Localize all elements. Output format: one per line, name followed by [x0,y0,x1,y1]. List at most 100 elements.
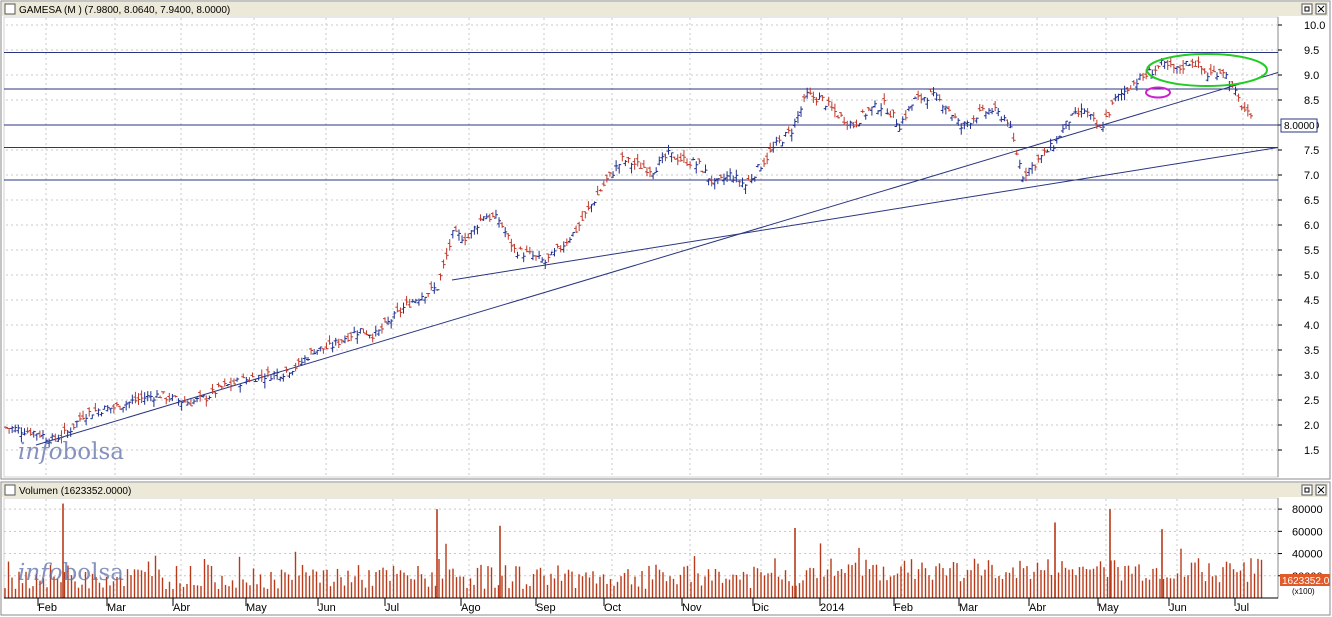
ohlc-bar [1239,105,1244,111]
ohlc-bar [179,402,184,411]
ohlc-bar [1221,69,1226,79]
ohlc-bar [503,227,508,238]
ohlc-bar [1011,132,1016,142]
ohlc-bar [654,167,659,174]
price-panel-title: GAMESA (M ) (7.9800, 8.0640, 7.9400, 8.0… [19,5,230,16]
ohlc-bar [124,400,129,411]
ohlc-bar [681,149,686,163]
ohlc-bar [595,185,600,196]
ohlc-bar [866,107,871,112]
ohlc-bar [570,231,575,237]
ohlc-bar [216,382,221,388]
volume-panel-menu-icon[interactable] [4,484,16,496]
ohlc-bar [980,104,985,111]
ohlc-bar [102,405,107,410]
price-panel-maximize-button[interactable] [1301,3,1313,15]
trendline [35,72,1279,446]
ohlc-bar [632,158,637,170]
ohlc-bar [660,152,665,164]
x-tick-label: Abr [173,602,190,614]
ohlc-bar [974,117,979,124]
price-y-axis: 1.5 2.0 2.5 3.0 3.5 4.0 4.5 5.0 5.5 6.0 6.5 7.0 7.5 8… [1278,20,1325,457]
ohlc-bar [383,317,388,323]
ohlc-bar [53,433,58,442]
ohlc-bar [574,225,579,234]
ohlc-bar [1039,154,1044,164]
ohlc-bar [148,391,153,402]
ohlc-bar [882,93,887,105]
ohlc-bar [364,330,369,336]
ohlc-bar [795,111,800,124]
ohlc-bar [996,107,1001,117]
ohlc-bar [1122,85,1127,101]
price-ytick-label: 3.5 [1304,345,1319,357]
ohlc-bar [709,175,714,187]
ohlc-bar [851,122,856,129]
ohlc-bar [786,126,791,134]
ohlc-bar [743,184,748,195]
ohlc-bar [1181,60,1186,74]
ohlc-bar [860,109,865,113]
ohlc-bar [213,392,218,398]
ohlc-bar [879,103,884,117]
ohlc-bar [290,370,295,376]
ohlc-bar [253,378,258,383]
ohlc-bar [302,355,307,364]
ohlc-bar [28,427,33,436]
x-tick-label: Dic [753,602,769,614]
ohlc-bar [1079,103,1084,118]
ohlc-bar [407,298,412,308]
ohlc-bar [195,397,200,403]
ohlc-bar [130,394,135,405]
volume-ytick-label: 40000 [1292,549,1323,561]
ohlc-bar [755,164,760,168]
price-ytick-label: 4.0 [1304,320,1319,332]
ohlc-bar [90,414,95,420]
ohlc-bar [1174,66,1179,74]
ohlc-bar [583,211,588,219]
ohlc-bar [1076,107,1081,118]
ohlc-bar [691,157,696,161]
ohlc-bar [940,104,945,114]
ohlc-bar [420,292,424,301]
ohlc-bar [392,311,397,319]
ohlc-bar [259,369,264,382]
ohlc-bar [1033,164,1038,171]
ohlc-bar [40,430,45,440]
x-tick-label: Ago [461,602,481,614]
ohlc-bar [1190,58,1195,68]
price-panel-menu-icon[interactable] [4,3,16,15]
ohlc-bar [694,161,699,174]
ohlc-bar [678,152,683,162]
price-panel-close-button[interactable] [1315,3,1327,15]
price-ytick-label: 7.5 [1304,145,1319,157]
ohlc-bar [173,395,178,398]
ohlc-bar [1187,63,1192,67]
ohlc-bar [1218,68,1223,74]
ohlc-bar [718,174,723,179]
volume-panel-close-button[interactable] [1315,484,1327,496]
price-ytick-label: 5.0 [1304,270,1319,282]
volume-panel-maximize-button[interactable] [1301,484,1313,496]
volume-watermark: infobolsa [18,560,124,586]
ohlc-bar [663,153,668,162]
ohlc-bar [644,167,649,177]
ohlc-bar [201,395,206,398]
ohlc-bar [13,424,18,433]
ohlc-bar [928,88,933,93]
ohlc-bar [909,104,914,111]
x-tick-label: 2014 [820,602,844,614]
ohlc-bar [888,110,893,118]
ohlc-bar [863,113,868,120]
ohlc-bar [93,402,98,412]
ohlc-bar [1245,104,1250,117]
ohlc-bar [111,403,116,414]
ohlc-bar [903,110,908,121]
ohlc-bar [657,156,662,166]
ohlc-bar [355,330,360,344]
ohlc-bar [336,338,341,349]
green-ellipse-annotation [1146,53,1268,87]
ohlc-bar [765,152,770,165]
ohlc-bar [712,177,717,190]
ohlc-bar [182,396,187,403]
